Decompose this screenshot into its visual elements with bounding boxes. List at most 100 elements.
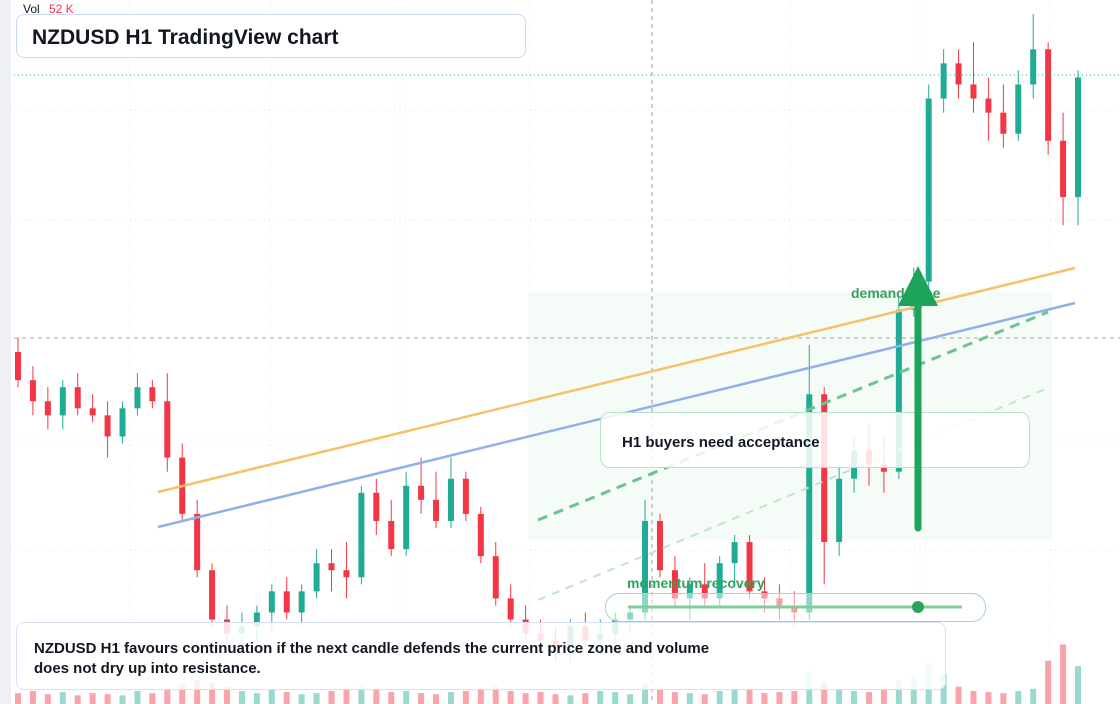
volume-bar [985, 692, 992, 704]
volume-bar [612, 692, 619, 704]
volume-bar [791, 691, 798, 704]
volume-bar [403, 691, 410, 704]
candle-body [477, 513, 484, 557]
volume-bar [373, 688, 380, 704]
volume-bar [851, 691, 858, 704]
candle-body [59, 387, 66, 416]
momentum-box [605, 593, 986, 622]
volume-bar [328, 691, 335, 704]
volume-bar [253, 693, 260, 704]
volume-bar [238, 691, 245, 704]
volume-bar [970, 691, 977, 704]
demand-zone-label: demand zone [851, 285, 941, 301]
volume-bar [313, 693, 320, 704]
candle-body [328, 563, 335, 571]
chart-title: NZDUSD H1 TradingView chart [32, 26, 339, 49]
candle-body [642, 520, 649, 613]
candle-body [253, 612, 260, 627]
candle-body [806, 394, 813, 613]
volume-bar [627, 694, 634, 704]
candle-body [821, 394, 828, 543]
candle-body [433, 499, 440, 521]
volume-bar [821, 682, 828, 704]
volume-bar [1030, 688, 1037, 704]
candle-body [836, 478, 843, 543]
note-text: NZDUSD H1 favours continuation if the ne… [34, 640, 710, 677]
volume-bar [955, 686, 962, 704]
volume-bar [15, 693, 21, 704]
note-box: NZDUSD H1 favours continuation if the ne… [16, 622, 946, 690]
volume-bar [119, 695, 126, 704]
volume-bar [179, 684, 186, 704]
volume-bar [433, 694, 440, 704]
volume-bar [656, 688, 663, 704]
candle-body [29, 380, 36, 402]
candle-body [701, 584, 708, 599]
candle-body [895, 309, 902, 472]
candle-body [492, 556, 499, 599]
candle-body [1030, 49, 1037, 85]
candle-body [194, 513, 201, 571]
volume-bar [731, 688, 738, 704]
volume-bar [224, 686, 231, 704]
candle-body [925, 98, 932, 282]
candle-body [1075, 77, 1081, 198]
volume-bar [880, 689, 887, 704]
candle-body [89, 408, 96, 416]
volume-bar [671, 692, 678, 704]
candle-body [955, 63, 962, 85]
candle-body [149, 387, 156, 402]
candle-body [313, 563, 320, 592]
candle-body [44, 401, 51, 416]
title-box: NZDUSD H1 TradingView chart [16, 14, 526, 58]
candle-body [403, 485, 410, 550]
candle-body [373, 492, 380, 521]
volume-bar [1045, 660, 1052, 704]
candle-body [418, 485, 425, 500]
volume-title: Vol [23, 2, 40, 16]
volume-bar [522, 693, 529, 704]
volume-bar [477, 688, 484, 704]
volume-bar [686, 693, 693, 704]
candle-layer [15, 14, 1081, 662]
candle-body [880, 464, 887, 472]
volume-bar [582, 693, 589, 704]
candle-body [268, 591, 275, 613]
volume-bar [865, 692, 872, 704]
volume-bar [492, 686, 499, 704]
volume-bar [194, 680, 201, 704]
volume-bar [910, 676, 917, 704]
volume-bar [74, 695, 81, 704]
volume-bar [149, 693, 156, 704]
volume-bar [552, 694, 559, 704]
candle-body [656, 520, 663, 571]
candle-body [388, 520, 395, 550]
candle-body [134, 387, 141, 409]
volume-bar [836, 688, 843, 704]
volume-bar [776, 692, 783, 704]
annotation-text: H1 buyers need acceptance [622, 434, 820, 451]
volume-bar [388, 692, 395, 704]
volume-bar [283, 692, 290, 704]
volume-bar [59, 692, 66, 704]
candle-body [447, 478, 454, 521]
candle-body [358, 492, 365, 578]
volume-bar [358, 686, 365, 704]
momentum-label: momentum recovery [627, 575, 765, 591]
volume-bar [1060, 644, 1067, 704]
volume-bar [701, 694, 708, 704]
left-strip [0, 0, 11, 704]
channel-dashed-light [537, 387, 1049, 601]
candle-body [1000, 112, 1007, 134]
volume-bar [164, 688, 171, 704]
candle-body [716, 563, 723, 599]
volume-bar [89, 693, 96, 704]
volume-bar [716, 691, 723, 704]
volume-bar [1000, 693, 1007, 704]
candle-body [462, 478, 469, 514]
candle-body [507, 598, 514, 620]
volume-bar [104, 694, 111, 704]
candle-body [1015, 84, 1022, 134]
volume-bar [447, 692, 454, 704]
